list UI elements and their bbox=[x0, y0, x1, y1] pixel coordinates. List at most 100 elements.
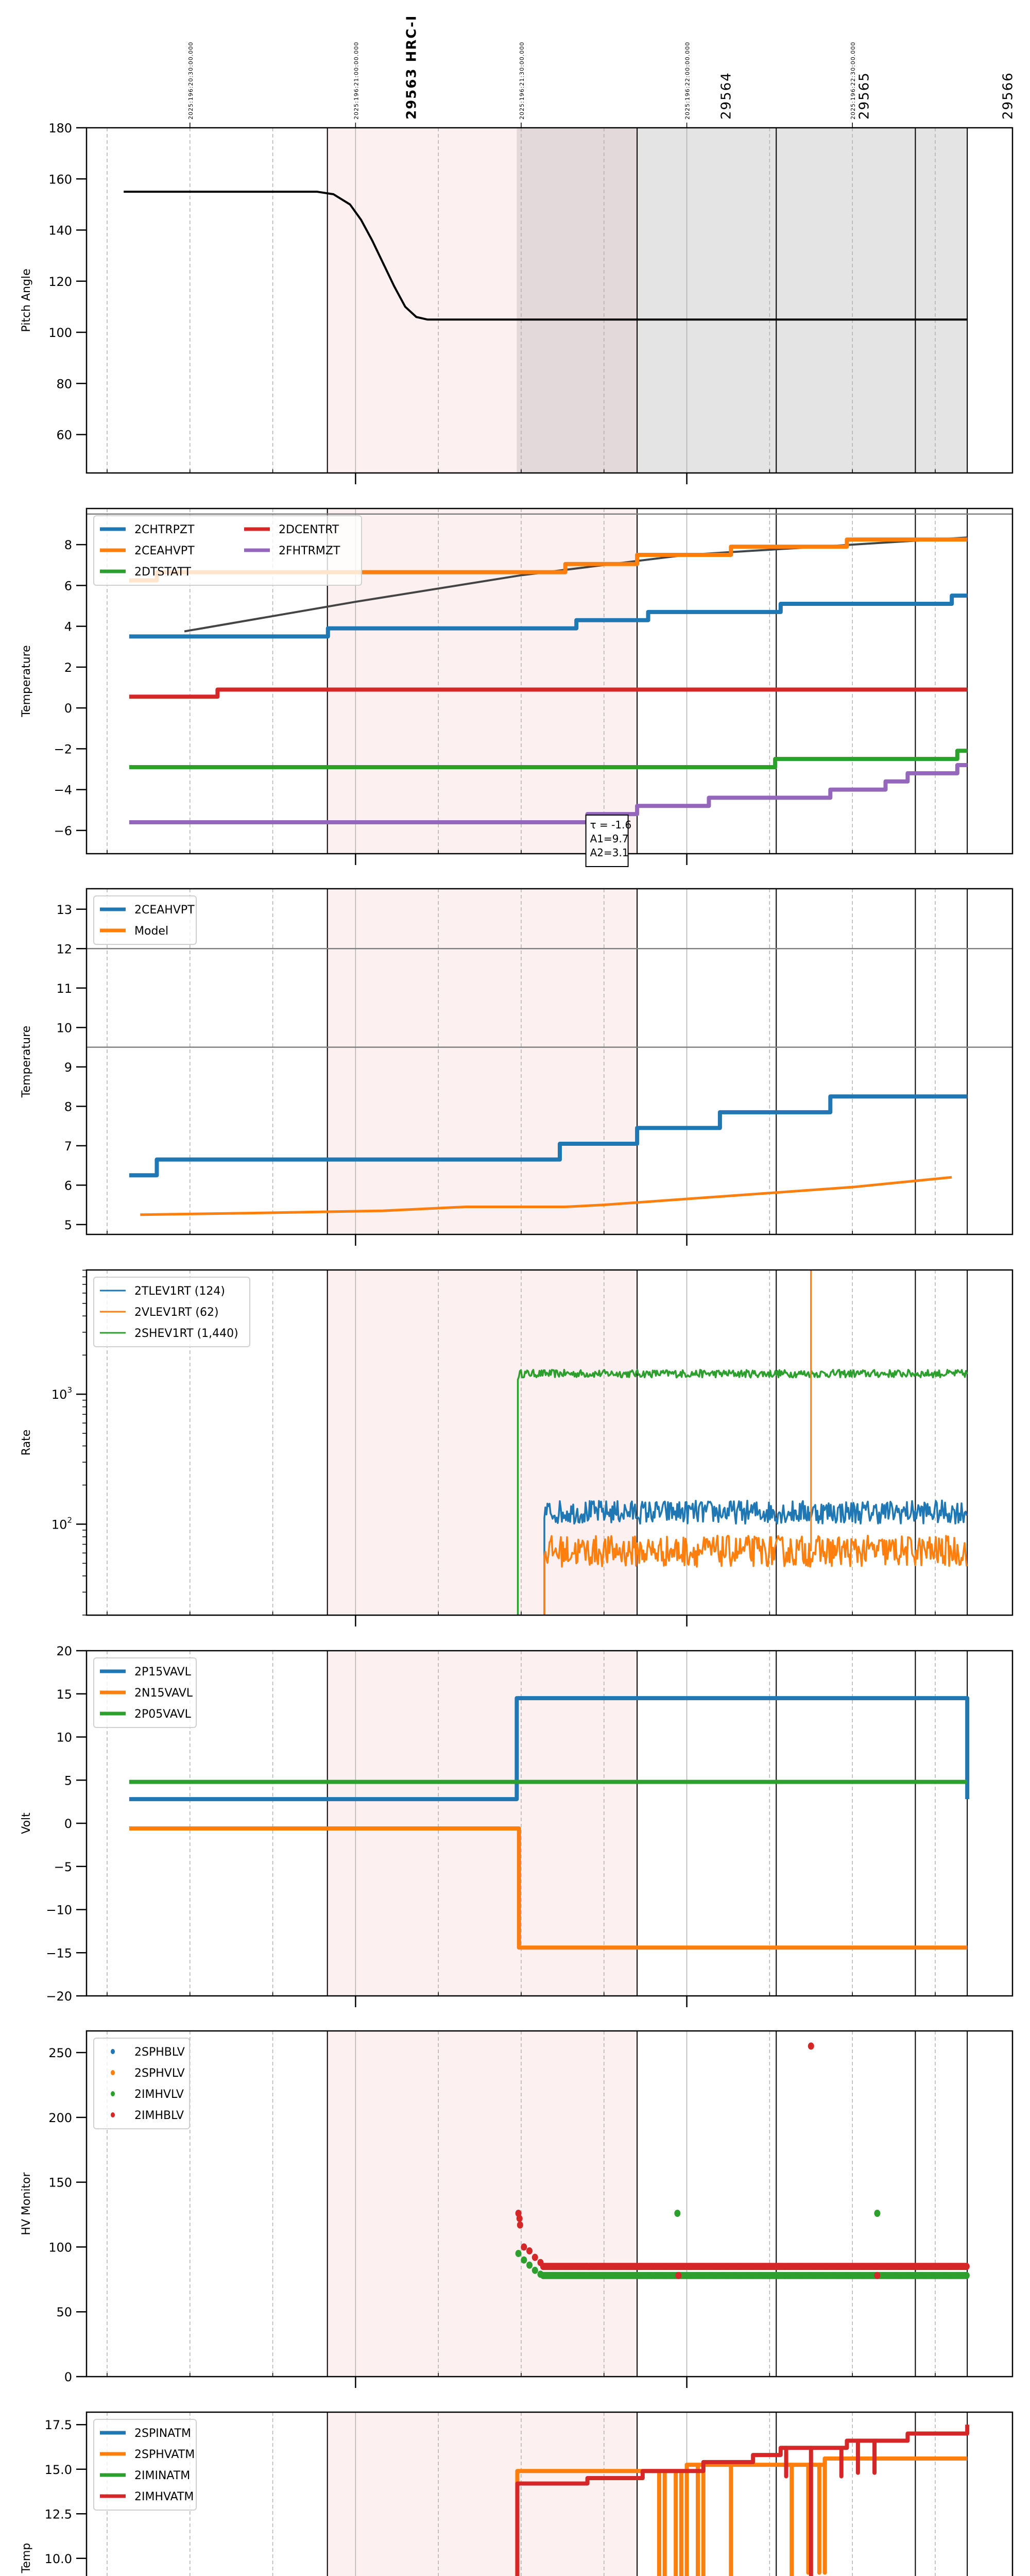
legend-label: 2DCENTRT bbox=[279, 523, 339, 536]
y-tick-label: 120 bbox=[48, 275, 72, 289]
y-tick-label: 250 bbox=[48, 2046, 72, 2060]
plot-area bbox=[129, 1696, 970, 1950]
y-tick-label: 7 bbox=[64, 1139, 72, 1154]
legend-marker bbox=[111, 2091, 115, 2096]
legend-item: 2IMINATM bbox=[100, 2469, 190, 2482]
data-point bbox=[963, 2263, 970, 2270]
obsid-label: 29563 HRC-I bbox=[404, 15, 420, 120]
series-2TLEV1RT bbox=[543, 1499, 968, 1615]
y-tick-label: 2 bbox=[64, 660, 72, 675]
gray-span bbox=[637, 128, 968, 473]
y-tick-label: −2 bbox=[54, 742, 72, 756]
plot-area bbox=[129, 1094, 968, 1216]
y-tick-label: −20 bbox=[46, 1989, 72, 2004]
panel-pitch: 60 80 100 120 140 160 180 Pitch Angle bbox=[20, 121, 1014, 484]
y-tick-label: 20 bbox=[56, 1644, 72, 1658]
axes-frame bbox=[85, 507, 1014, 855]
series-2DTSTATT bbox=[129, 749, 968, 769]
legend-label: 2IMHVLV bbox=[134, 2088, 184, 2101]
axes-frame bbox=[85, 127, 1014, 474]
data-point bbox=[874, 2209, 881, 2217]
y-tick-label: 200 bbox=[48, 2111, 72, 2125]
series-pitch bbox=[124, 191, 968, 321]
observation-span bbox=[327, 2031, 638, 2377]
data-point bbox=[516, 2215, 523, 2223]
legend: 2CEAHVPT Model bbox=[93, 895, 197, 945]
top-timestamp-label: 2025:196:22:00:00.000 bbox=[684, 42, 691, 120]
legend-box bbox=[93, 2038, 190, 2129]
series-2N15VAVL bbox=[129, 1826, 968, 1950]
legend-item: 2P05VAVL bbox=[100, 1708, 192, 1721]
legend-item: 2IMHBLV bbox=[111, 2109, 184, 2122]
legend-item: 2SPHBLV bbox=[111, 2046, 185, 2059]
plot-area bbox=[515, 2042, 970, 2279]
y-tick-label: 80 bbox=[56, 377, 72, 391]
legend-item: 2CHTRPZT bbox=[100, 523, 195, 536]
panel-temperature-model: 5 6 7 8 9 10 11 12 13 Temperature 2CEAHVPT Model bbox=[20, 888, 1014, 1246]
legend-label: 2IMHBLV bbox=[134, 2109, 184, 2122]
y-tick-label: 15.0 bbox=[45, 2463, 72, 2477]
top-timestamp-label: 2025:196:21:00:00.000 bbox=[353, 42, 359, 120]
data-point bbox=[808, 2042, 814, 2050]
series-line bbox=[129, 687, 968, 699]
series-Model bbox=[140, 1176, 952, 1216]
legend-label: 2IMINATM bbox=[134, 2469, 190, 2482]
series-line bbox=[129, 1696, 970, 1802]
series-line bbox=[129, 1094, 968, 1178]
legend-label: 2SPHVLV bbox=[134, 2067, 185, 2080]
y-axis-label: HV Monitor bbox=[20, 2172, 33, 2235]
data-point bbox=[531, 2266, 538, 2274]
y-tick-label: 13 bbox=[56, 903, 72, 917]
legend-item: 2SPINATM bbox=[100, 2427, 191, 2440]
series-line bbox=[543, 1534, 968, 1615]
annotation-line: A2=3.1 bbox=[590, 846, 629, 859]
legend-item: 2SPHVATM bbox=[100, 2448, 195, 2461]
y-tick-label: 102 bbox=[52, 1515, 72, 1532]
axes-frame bbox=[85, 2030, 1014, 2378]
y-tick-label: 4 bbox=[64, 620, 72, 634]
y-tick-label: 0 bbox=[64, 2370, 72, 2384]
y-tick-label: 140 bbox=[48, 224, 72, 238]
y-tick-label: 12.5 bbox=[45, 2507, 72, 2521]
data-point bbox=[674, 2209, 681, 2217]
legend-item: 2VLEV1RT (62) bbox=[100, 1306, 219, 1319]
observation-span bbox=[327, 2412, 638, 2576]
legend-item: 2SHEV1RT (1,440) bbox=[100, 1327, 238, 1340]
legend-label: 2DTSTATT bbox=[134, 566, 191, 579]
legend-item: 2IMHVLV bbox=[111, 2088, 184, 2101]
annotation-box bbox=[585, 815, 629, 867]
y-tick-label: −5 bbox=[54, 1860, 72, 1874]
annotation-line: A1=9.7 bbox=[590, 833, 629, 845]
y-tick-label: 100 bbox=[48, 326, 72, 340]
legend-item: 2N15VAVL bbox=[100, 1687, 193, 1700]
axes-frame bbox=[85, 888, 1014, 1235]
y-tick-label: 103 bbox=[52, 1385, 72, 1402]
observation-span bbox=[327, 1651, 638, 1996]
legend-item: 2CEAHVPT bbox=[100, 545, 195, 557]
y-tick-label: 10.0 bbox=[45, 2552, 72, 2566]
y-tick-label: −6 bbox=[54, 824, 72, 838]
y-axis-label: Detector Temp bbox=[20, 2543, 33, 2576]
legend-item: 2CEAHVPT bbox=[100, 904, 195, 917]
top-timestamp-label: 2025:196:21:30:00.000 bbox=[519, 42, 525, 120]
y-tick-label: 100 bbox=[48, 2240, 72, 2255]
y-tick-label: 160 bbox=[48, 172, 72, 187]
legend-label: 2CEAHVPT bbox=[134, 545, 195, 557]
series-line bbox=[129, 1826, 968, 1950]
legend-box bbox=[93, 1657, 197, 1728]
observation-span bbox=[327, 509, 638, 854]
y-tick-label: 17.5 bbox=[45, 2418, 72, 2432]
legend-label: 2IMHVATM bbox=[134, 2490, 194, 2503]
top-timestamp-label: 2025:196:20:30:00.000 bbox=[187, 42, 194, 120]
plot-area bbox=[517, 1270, 968, 1615]
series-line bbox=[140, 1176, 952, 1216]
y-tick-label: 8 bbox=[64, 1099, 72, 1114]
y-tick-label: 15 bbox=[56, 1687, 72, 1702]
y-axis-label: Pitch Angle bbox=[20, 268, 33, 332]
panel-volt: −20−15−10−505101520Volt2P15VAVL2N15VAVL2… bbox=[20, 1644, 1014, 2007]
series-2IMHBLV bbox=[515, 2042, 970, 2279]
top-timestamp-label: 2025:196:22:30:00.000 bbox=[850, 42, 856, 120]
y-tick-label: 5 bbox=[64, 1218, 72, 1232]
legend-label: 2P15VAVL bbox=[134, 1666, 192, 1679]
legend-label: 2CHTRPZT bbox=[134, 523, 195, 536]
